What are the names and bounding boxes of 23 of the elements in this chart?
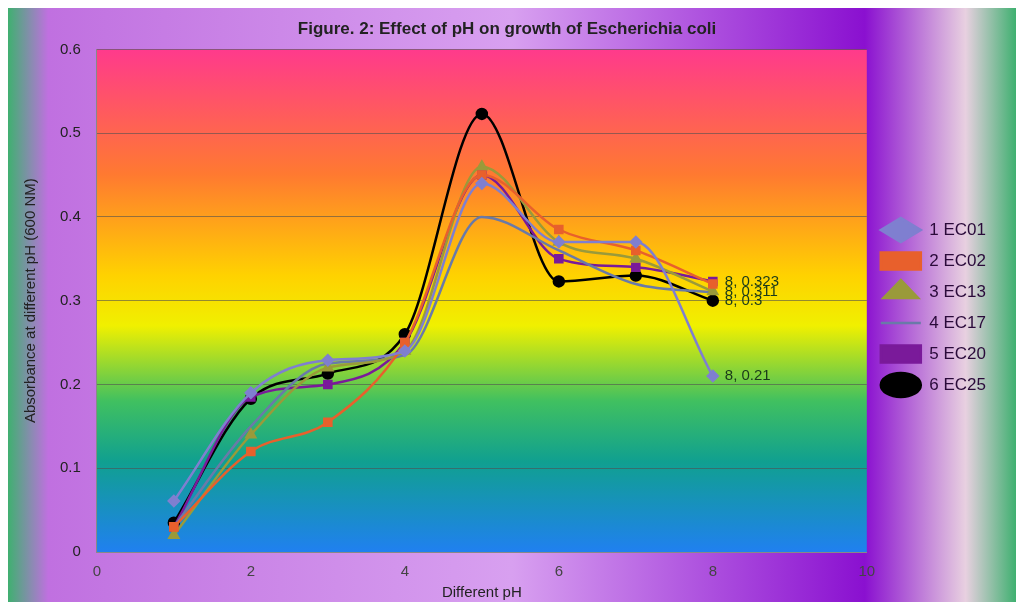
x-tick-label: 2 (246, 562, 256, 580)
data-label: 8, 0.21 (724, 366, 771, 384)
y-tick-label: 0.4 (59, 207, 81, 225)
legend-label: 4 EC17 (929, 312, 986, 332)
legend-label: 1 EC01 (929, 219, 986, 239)
x-tick-label: 4 (400, 562, 409, 580)
y-axis-title: Absorbance at different pH (600 NM) (21, 178, 39, 424)
y-tick-label: 0 (72, 542, 81, 560)
y-tick-label: 0.5 (59, 123, 81, 141)
y-tick-label: 0.3 (59, 290, 81, 308)
legend-label: 5 EC20 (929, 343, 986, 363)
chart-title: Figure. 2: Effect of pH on growth of Escherichia coli (297, 18, 717, 38)
legend-label: 3 EC13 (929, 281, 986, 301)
legend-label: 2 EC02 (929, 250, 986, 270)
y-tick-label: 0.2 (59, 374, 81, 392)
x-tick-label: 6 (554, 562, 563, 580)
y-tick-label: 0.1 (59, 458, 81, 476)
x-axis-title: Different pH (441, 583, 522, 601)
y-tick-label: 0.6 (59, 39, 81, 57)
x-tick-label: 8 (708, 562, 717, 580)
x-tick-label: 0 (92, 562, 102, 580)
x-tick-label: 10 (858, 562, 876, 580)
legend-label: 6 EC25 (929, 374, 986, 394)
